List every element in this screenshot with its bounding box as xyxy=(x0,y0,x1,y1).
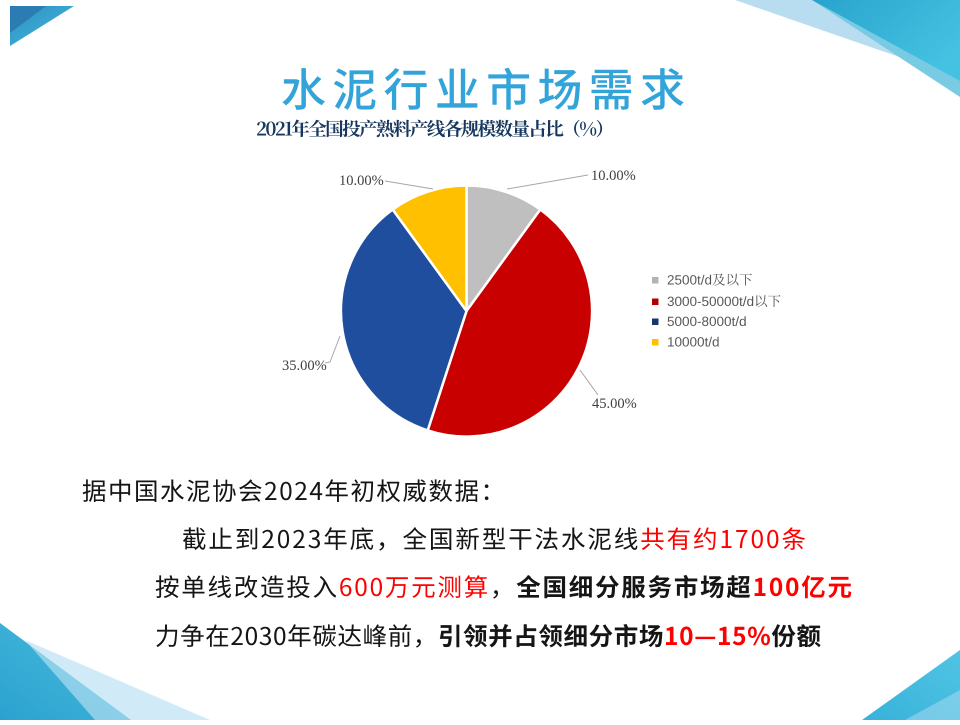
svg-text:35.00%: 35.00% xyxy=(282,358,327,374)
svg-text:45.00%: 45.00% xyxy=(592,396,637,412)
svg-text:10.00%: 10.00% xyxy=(591,168,636,184)
svg-text:10.00%: 10.00% xyxy=(339,173,384,189)
